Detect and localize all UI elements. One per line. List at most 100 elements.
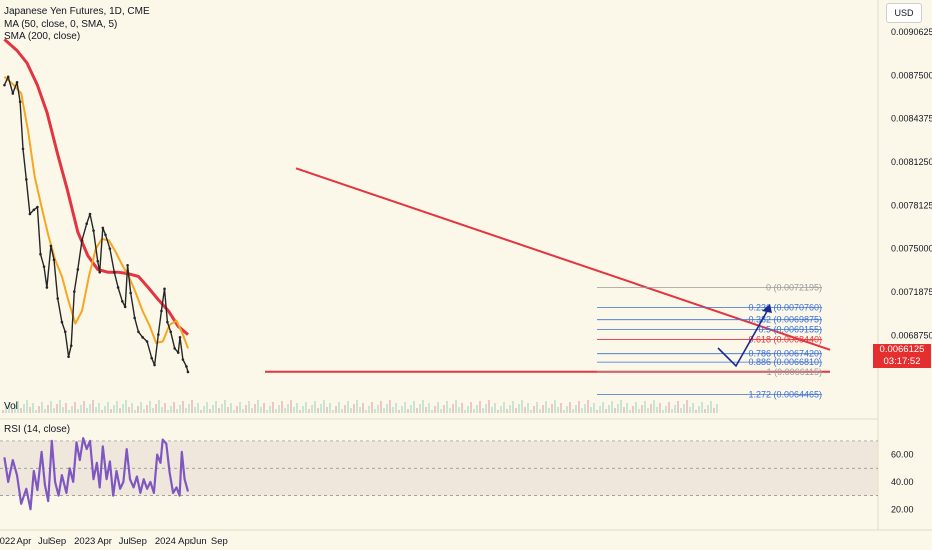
rsi-line bbox=[3, 437, 190, 511]
volume-bar bbox=[650, 404, 652, 413]
volume-bar bbox=[314, 401, 316, 413]
volume-bar bbox=[269, 406, 271, 413]
price-point bbox=[185, 365, 188, 368]
volume-bar bbox=[323, 400, 325, 413]
volume-bar bbox=[389, 400, 391, 413]
volume-bar bbox=[530, 410, 532, 413]
volume-bar bbox=[659, 403, 661, 413]
fib-level-label: 0.382 (0.0069875) bbox=[748, 315, 822, 325]
volume-bar bbox=[461, 403, 463, 413]
volume-bar bbox=[32, 403, 34, 413]
volume-bar bbox=[374, 409, 376, 413]
volume-bar bbox=[224, 400, 226, 413]
volume-bar bbox=[233, 410, 235, 413]
volume-bar bbox=[377, 405, 379, 413]
volume-bar bbox=[35, 410, 37, 413]
volume-bar bbox=[443, 405, 445, 413]
volume-bar bbox=[479, 401, 481, 413]
price-axis-tick-6: 0.0071875 bbox=[891, 287, 932, 297]
volume-bar bbox=[605, 409, 607, 413]
volume-bar bbox=[692, 403, 694, 413]
volume-bar bbox=[611, 401, 613, 413]
volume-bar bbox=[197, 403, 199, 413]
volume-bar bbox=[218, 408, 220, 413]
volume-bar bbox=[251, 408, 253, 413]
price-axis-tick-4: 0.0078125 bbox=[891, 200, 932, 210]
ma50-legend[interactable]: MA (50, close, 0, SMA, 5) bbox=[4, 19, 118, 30]
volume-bar bbox=[464, 410, 466, 413]
volume-bar bbox=[629, 410, 631, 413]
volume-pane-label: Vol bbox=[4, 401, 18, 412]
volume-bar bbox=[383, 408, 385, 413]
volume-bar bbox=[248, 401, 250, 413]
volume-bar bbox=[500, 406, 502, 413]
sma200-legend[interactable]: SMA (200, close) bbox=[4, 31, 81, 42]
volume-bar bbox=[137, 406, 139, 413]
volume-bar bbox=[191, 400, 193, 413]
price-point bbox=[173, 347, 176, 350]
price-point bbox=[49, 244, 53, 248]
fib-level-label: 1 (0.0066115) bbox=[767, 367, 822, 377]
last-price-value: 0.0066125 bbox=[879, 344, 925, 355]
volume-bar bbox=[674, 405, 676, 413]
volume-bar bbox=[584, 404, 586, 413]
volume-bar bbox=[167, 410, 169, 413]
volume-bar bbox=[149, 401, 151, 413]
volume-bar bbox=[86, 408, 88, 413]
volume-bar bbox=[707, 405, 709, 413]
price-point bbox=[32, 208, 36, 212]
volume-bar bbox=[92, 400, 94, 413]
volume-bar bbox=[452, 404, 454, 413]
fib-level-label: 0 (0.0072195) bbox=[766, 283, 822, 293]
currency-button[interactable]: USD bbox=[886, 3, 922, 23]
volume-bar bbox=[194, 407, 196, 413]
volume-bar bbox=[440, 409, 442, 413]
volume-bar bbox=[152, 408, 154, 413]
volume-bar bbox=[518, 404, 520, 413]
volume-bar bbox=[503, 402, 505, 413]
volume-bar bbox=[401, 406, 403, 413]
price-point bbox=[133, 316, 136, 320]
volume-bar bbox=[515, 408, 517, 413]
volume-bar bbox=[398, 410, 400, 413]
projection-arrowhead bbox=[762, 304, 772, 313]
price-point bbox=[141, 336, 144, 339]
volume-bar bbox=[698, 406, 700, 413]
volume-bar bbox=[623, 407, 625, 413]
volume-bar bbox=[329, 403, 331, 413]
volume-bar bbox=[26, 400, 28, 413]
price-point bbox=[153, 363, 156, 367]
volume-bar bbox=[428, 403, 430, 413]
time-axis-tick-4: 2023 bbox=[74, 536, 95, 547]
price-point bbox=[76, 268, 80, 271]
price-point bbox=[21, 147, 25, 151]
fib-level-label: 0.5 (0.0069155) bbox=[758, 325, 822, 335]
volume-bar bbox=[185, 408, 187, 413]
volume-bar bbox=[305, 402, 307, 413]
volume-bar bbox=[545, 401, 547, 413]
price-point bbox=[28, 212, 32, 216]
last-price-tag: 0.0066125 03:17:52 bbox=[873, 344, 931, 368]
volume-bar bbox=[404, 402, 406, 413]
volume-bar bbox=[617, 404, 619, 413]
price-point bbox=[85, 222, 88, 226]
volume-bar bbox=[146, 405, 148, 413]
volume-bar bbox=[14, 405, 16, 413]
volume-bar bbox=[695, 410, 697, 413]
volume-bar bbox=[581, 408, 583, 413]
volume-bar bbox=[365, 410, 367, 413]
price-point bbox=[178, 336, 182, 339]
volume-bar bbox=[701, 402, 703, 413]
volume-bar bbox=[620, 400, 622, 413]
volume-bar bbox=[368, 406, 370, 413]
volume-bar bbox=[653, 400, 655, 413]
volume-bar bbox=[104, 406, 106, 413]
price-point bbox=[113, 270, 116, 274]
volume-bar bbox=[476, 405, 478, 413]
volume-bar bbox=[554, 400, 556, 413]
volume-bar bbox=[413, 401, 415, 413]
volume-bar bbox=[395, 403, 397, 413]
price-point bbox=[3, 83, 6, 87]
fib-level-label: 0.236 (0.0070760) bbox=[748, 302, 822, 312]
